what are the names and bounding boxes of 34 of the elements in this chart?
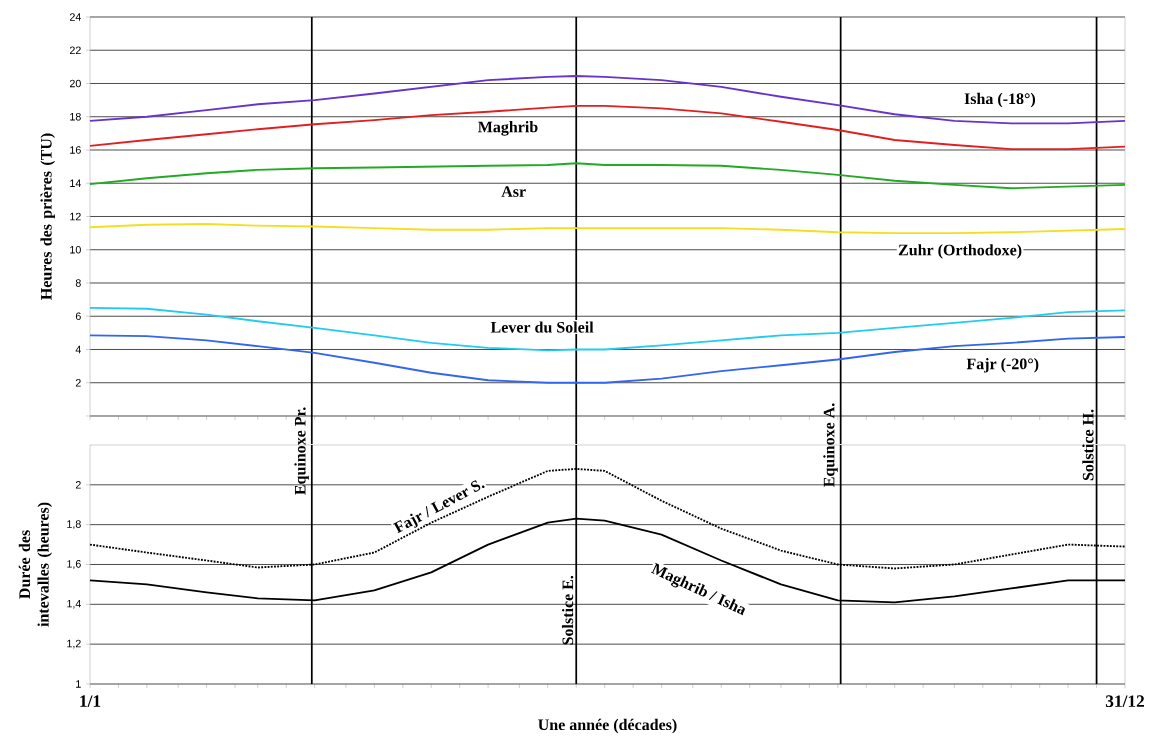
series-label: Maghrib [478, 121, 538, 136]
y-axis-title: Durée des intevalles (heures) [18, 502, 52, 627]
y-tick-label: 8 [75, 279, 81, 287]
y-tick-label: 1 [76, 680, 81, 688]
series-label: Isha (-18°) [964, 92, 1036, 108]
y-tick-label: 16 [70, 146, 81, 154]
x-axis-title: Une année (décades) [538, 718, 677, 734]
y-tick-label: 24 [69, 13, 81, 21]
series-label: Zuhr (Orthodoxe) [898, 244, 1022, 259]
series-label: Asr [501, 186, 526, 197]
y-tick-label: 22 [69, 46, 81, 55]
y-tick-label: 14 [70, 179, 81, 187]
y-tick-label: 20 [69, 79, 81, 88]
y-tick-label: 2 [75, 481, 81, 489]
y-tick-label: 1,6 [67, 560, 81, 569]
y-axis-title: Heures des prières (TU) [40, 133, 55, 300]
series-label: Fajr (-20°) [966, 358, 1039, 373]
y-tick-label: 2 [75, 379, 81, 387]
y-tick-label: 10 [70, 246, 81, 254]
y-tick-label: 12 [70, 212, 81, 221]
text: Fajr / Lever S. [392, 480, 485, 534]
y-tick-label: 1,8 [67, 520, 81, 530]
y-tick-label: 1,4 [67, 600, 81, 609]
x-tick-label: 1/1 [80, 695, 101, 708]
y-tick-label: 18 [70, 113, 81, 121]
y-tick-label: 6 [75, 312, 81, 321]
ref-line-label: Solstice E. [561, 575, 574, 645]
y-tick-label: 4 [75, 345, 81, 354]
ref-line-label: Equinoxe A. [823, 403, 838, 488]
ref-line-label: Solstice H. [1082, 409, 1094, 481]
series-label: Lever du Soleil [490, 321, 594, 333]
x-tick-label: 31/12 [1105, 695, 1144, 708]
y-tick-label: 1,2 [67, 639, 81, 649]
ref-line-label: Equinoxe Pr. [294, 407, 309, 495]
